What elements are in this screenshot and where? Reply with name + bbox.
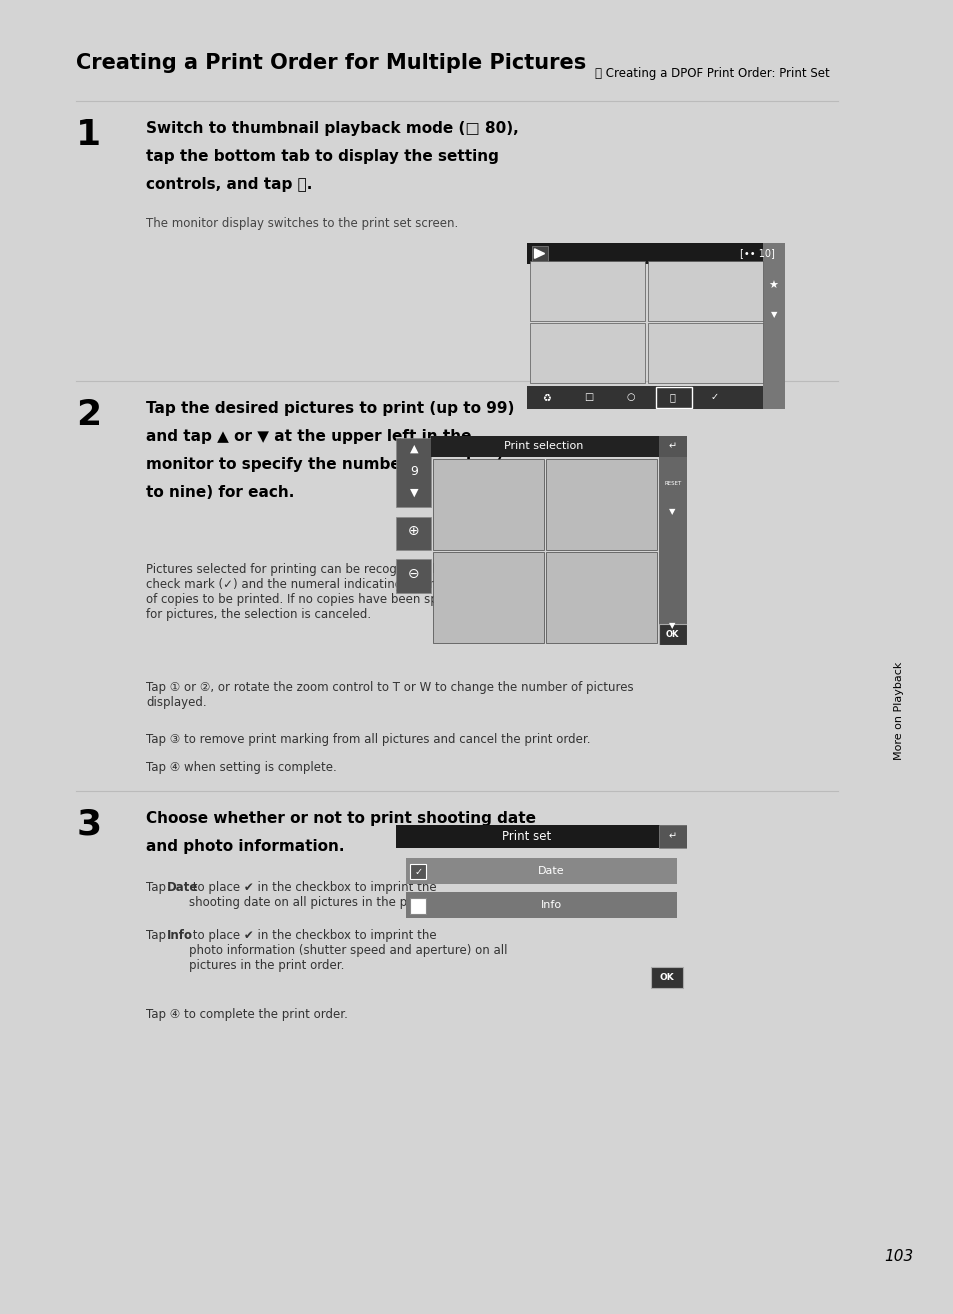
Bar xyxy=(526,385,762,409)
Bar xyxy=(526,243,784,264)
Bar xyxy=(433,552,543,643)
Text: to nine) for each.: to nine) for each. xyxy=(146,485,294,499)
Text: Tap ④ to complete the print order.: Tap ④ to complete the print order. xyxy=(146,1008,348,1021)
Bar xyxy=(529,323,644,382)
Bar xyxy=(410,865,426,879)
Bar xyxy=(396,825,686,848)
Bar xyxy=(410,899,426,913)
Bar xyxy=(650,967,682,988)
Text: 103: 103 xyxy=(883,1248,913,1264)
Text: controls, and tap ⎙.: controls, and tap ⎙. xyxy=(146,177,313,192)
Text: ★: ★ xyxy=(768,281,778,290)
Text: ↵: ↵ xyxy=(668,832,676,842)
Text: Tap: Tap xyxy=(146,880,170,894)
Text: ▼: ▼ xyxy=(409,487,417,498)
Bar xyxy=(658,457,686,645)
Text: ▼: ▼ xyxy=(770,310,776,319)
Text: Tap: Tap xyxy=(146,929,170,942)
Bar xyxy=(396,560,431,593)
Bar xyxy=(396,516,431,549)
Text: 9: 9 xyxy=(410,465,417,477)
Bar xyxy=(545,459,656,549)
Text: Pictures selected for printing can be recognized by the
check mark (✓) and the n: Pictures selected for printing can be re… xyxy=(146,562,476,620)
Bar xyxy=(396,438,431,507)
Text: Tap ④ when setting is complete.: Tap ④ when setting is complete. xyxy=(146,761,336,774)
Bar xyxy=(647,261,762,321)
Text: ✓: ✓ xyxy=(414,867,422,876)
Text: Date: Date xyxy=(167,880,198,894)
Polygon shape xyxy=(534,248,544,259)
Bar xyxy=(545,552,656,643)
Text: ⎙ Creating a DPOF Print Order: Print Set: ⎙ Creating a DPOF Print Order: Print Set xyxy=(594,67,828,80)
Bar xyxy=(431,436,686,457)
Text: Tap the desired pictures to print (up to 99): Tap the desired pictures to print (up to… xyxy=(146,401,514,415)
Text: [•• 10]: [•• 10] xyxy=(739,248,774,259)
Bar xyxy=(762,243,784,409)
Text: More on Playback: More on Playback xyxy=(893,661,902,759)
Text: and tap ▲ or ▼ at the upper left in the: and tap ▲ or ▼ at the upper left in the xyxy=(146,428,471,444)
Bar xyxy=(647,323,762,382)
Text: ✓: ✓ xyxy=(710,393,718,402)
Text: RESET: RESET xyxy=(663,481,680,486)
Text: ⊖: ⊖ xyxy=(408,566,419,581)
Bar xyxy=(529,261,644,321)
Text: The monitor display switches to the print set screen.: The monitor display switches to the prin… xyxy=(146,217,458,230)
Text: monitor to specify the number of copies (up: monitor to specify the number of copies … xyxy=(146,457,524,472)
Text: Tap ③ to remove print marking from all pictures and cancel the print order.: Tap ③ to remove print marking from all p… xyxy=(146,733,590,746)
Text: ⎙: ⎙ xyxy=(669,393,675,402)
Text: OK: OK xyxy=(659,972,674,982)
Bar xyxy=(658,825,686,848)
Text: ○: ○ xyxy=(626,393,635,402)
Bar xyxy=(433,459,543,549)
Bar xyxy=(655,386,691,409)
Text: Date: Date xyxy=(537,866,564,876)
Text: tap the bottom tab to display the setting: tap the bottom tab to display the settin… xyxy=(146,148,498,164)
Text: to place ✔ in the checkbox to imprint the
shooting date on all pictures in the p: to place ✔ in the checkbox to imprint th… xyxy=(190,880,466,909)
Text: Print selection: Print selection xyxy=(504,442,583,451)
Text: ▼: ▼ xyxy=(669,507,676,516)
Text: to place ✔ in the checkbox to imprint the
photo information (shutter speed and a: to place ✔ in the checkbox to imprint th… xyxy=(190,929,507,972)
Text: □: □ xyxy=(583,393,593,402)
Text: Print set: Print set xyxy=(501,830,551,844)
Text: OK: OK xyxy=(665,629,679,639)
Text: Info: Info xyxy=(540,900,561,911)
Text: Info: Info xyxy=(167,929,193,942)
Text: 2: 2 xyxy=(76,398,101,432)
Text: 3: 3 xyxy=(76,808,101,842)
Text: ♻: ♻ xyxy=(541,393,551,402)
Text: ▲: ▲ xyxy=(409,443,417,453)
Text: 1: 1 xyxy=(76,118,101,152)
Text: Switch to thumbnail playback mode (□ 80),: Switch to thumbnail playback mode (□ 80)… xyxy=(146,121,518,135)
Bar xyxy=(406,858,676,884)
Bar xyxy=(531,246,547,261)
Text: Choose whether or not to print shooting date: Choose whether or not to print shooting … xyxy=(146,811,536,825)
Text: Creating a Print Order for Multiple Pictures: Creating a Print Order for Multiple Pict… xyxy=(76,53,586,72)
Text: ⊕: ⊕ xyxy=(408,524,419,537)
Text: ↵: ↵ xyxy=(668,442,676,451)
Text: and photo information.: and photo information. xyxy=(146,838,344,854)
Bar xyxy=(658,436,686,457)
Text: ▼: ▼ xyxy=(669,622,676,631)
Text: Tap ① or ②, or rotate the zoom control to T or W to change the number of picture: Tap ① or ②, or rotate the zoom control t… xyxy=(146,681,633,708)
Bar xyxy=(658,624,686,645)
Bar xyxy=(406,892,676,918)
